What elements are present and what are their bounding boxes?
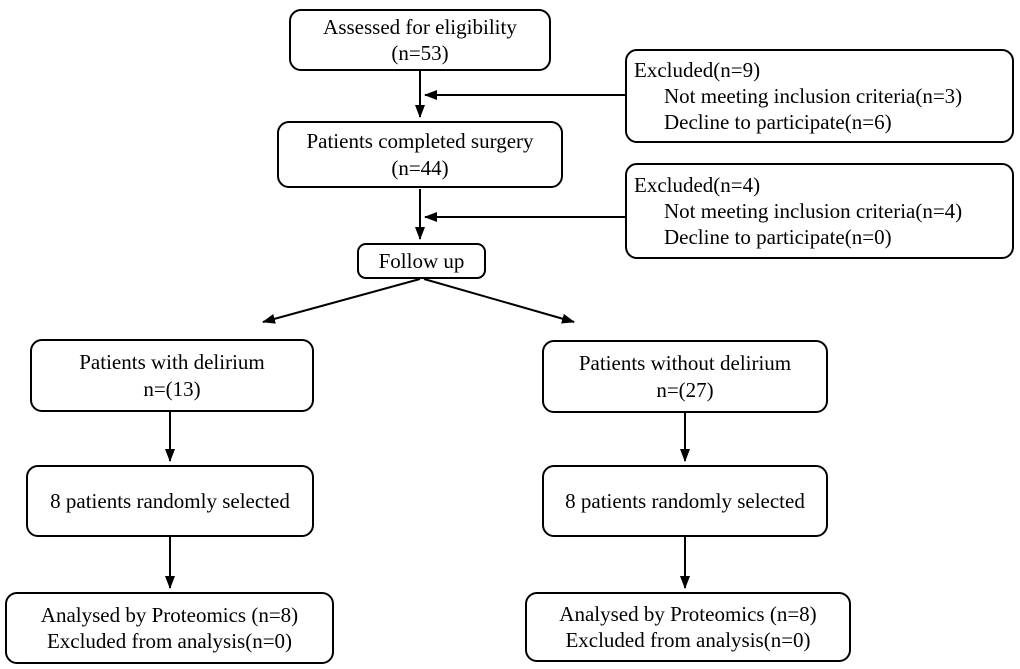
box-text-line: Not meeting inclusion criteria(n=4) — [664, 198, 963, 223]
box-completed-surgery: Patients completed surgery (n=44) — [277, 121, 563, 188]
box-patients-without-delirium: Patients without delirium n=(27) — [542, 340, 828, 413]
box-patients-with-delirium: Patients with delirium n=(13) — [30, 339, 314, 412]
box-text-line: Assessed for eligibility — [323, 14, 517, 39]
box-text-line: Decline to participate(n=6) — [664, 110, 892, 135]
box-text-line: Not meeting inclusion criteria(n=3) — [664, 83, 963, 108]
box-text-line: Excluded(n=4) — [634, 172, 761, 197]
box-text-line: Patients without delirium — [578, 351, 792, 376]
box-text-line: Analysed by Proteomics (n=8) — [559, 601, 817, 626]
box-text-line: Patients with delirium — [79, 350, 265, 375]
box-text-line: Decline to participate(n=0) — [664, 225, 892, 250]
box-analysed-left: Analysed by Proteomics (n=8) Excluded fr… — [5, 592, 334, 664]
box-excluded-2: Excluded(n=4) Not meeting inclusion crit… — [625, 163, 1014, 259]
box-random-selected-right: 8 patients randomly selected — [542, 465, 828, 537]
box-assessed-for-eligibility: Assessed for eligibility (n=53) — [289, 9, 551, 71]
box-analysed-right: Analysed by Proteomics (n=8) Excluded fr… — [525, 592, 851, 662]
box-random-selected-left: 8 patients randomly selected — [26, 465, 314, 537]
box-text-line: Excluded from analysis(n=0) — [46, 629, 293, 653]
box-text-line: Excluded from analysis(n=0) — [565, 628, 811, 652]
box-follow-up: Follow up — [357, 243, 486, 279]
box-text-line: 8 patients randomly selected — [565, 488, 805, 513]
box-text-line: Follow up — [378, 248, 465, 273]
box-text-line: (n=44) — [391, 155, 449, 180]
box-text-line: 8 patients randomly selected — [50, 488, 290, 513]
arrow-followup-to-no-delirium — [423, 278, 575, 324]
box-text-line: n=(27) — [656, 377, 714, 402]
box-text-line: Patients completed surgery — [306, 129, 534, 154]
box-text-line: (n=53) — [391, 41, 449, 65]
box-text-line: Analysed by Proteomics (n=8) — [40, 602, 299, 627]
arrow-followup-to-delirium — [262, 278, 421, 324]
box-text-line: n=(13) — [143, 376, 201, 401]
box-text-line: Excluded(n=9) — [634, 57, 761, 82]
box-excluded-1: Excluded(n=9) Not meeting inclusion crit… — [625, 49, 1014, 143]
